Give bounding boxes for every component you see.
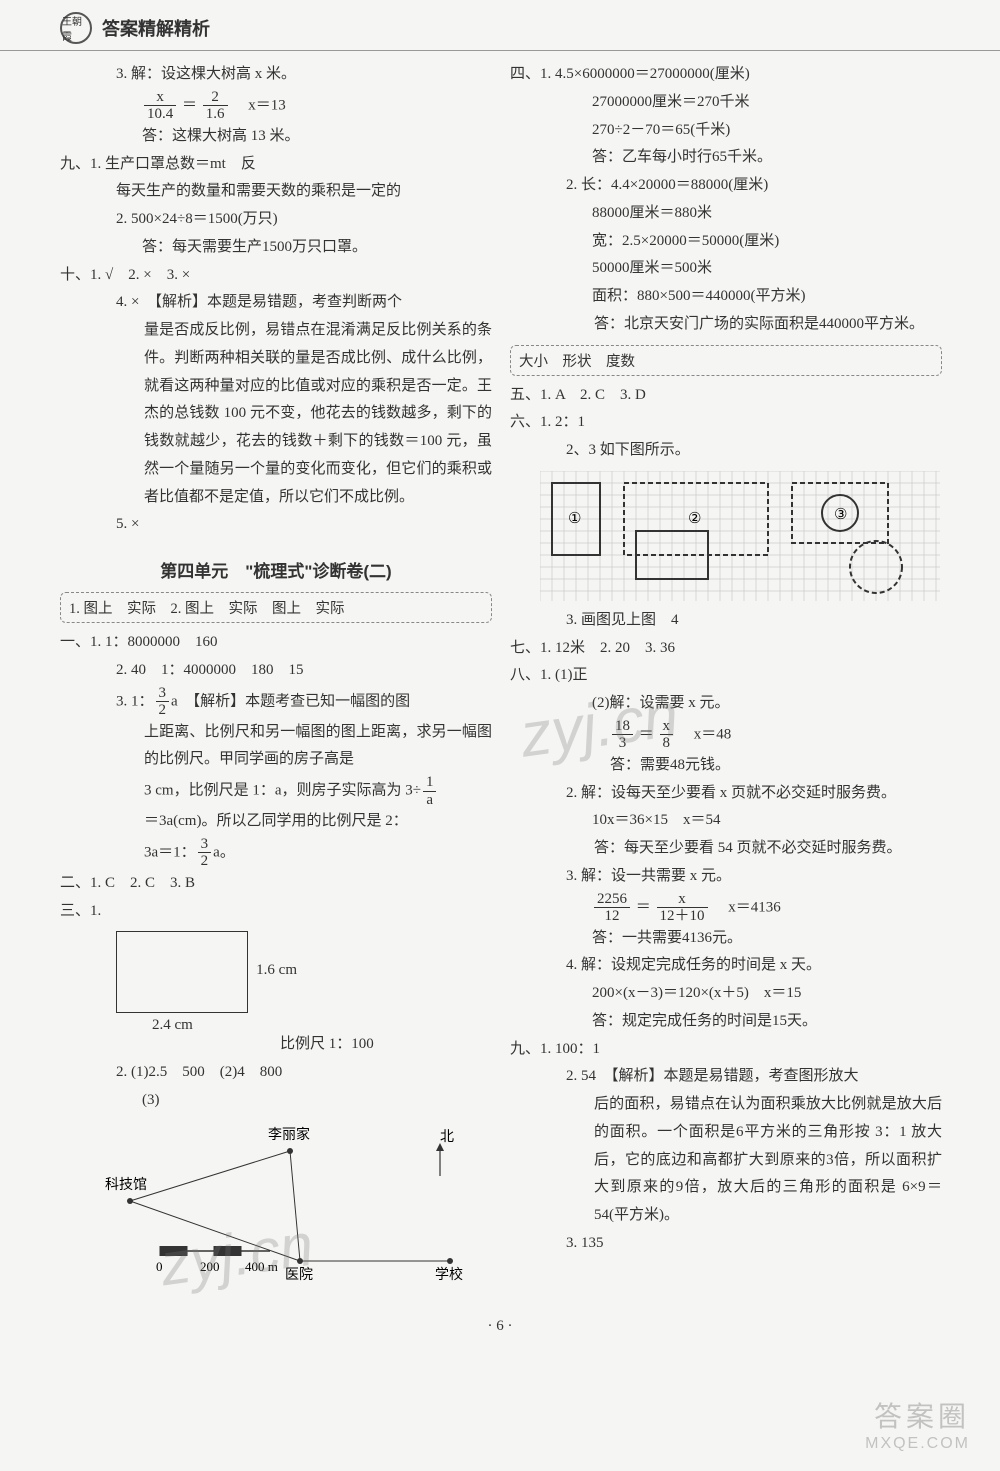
map-scale-200: 200 [200,1259,220,1274]
grid-figure: ① ② ③ [540,471,942,601]
q3-ans: 答：这棵大树高 13 米。 [60,123,492,151]
r-four-1-4: 答：乙车每小时行65千米。 [510,144,942,172]
one-3-body1: 上距离、比例尺和另一幅图的图上距离，求另一幅图的比例尺。甲同学画的房子高是 [60,719,492,775]
dashed-box-1: 1. 图上 实际 2. 图上 实际 图上 实际 [60,592,492,623]
r-eight-2a: 2. 解：设每天至少要看 x 页就不必交延时服务费。 [510,780,942,808]
r-eight-3ans: 答：一共需要4136元。 [510,925,942,953]
r-eight-eq3: 225612 ＝ x12＋10 x＝4136 [510,891,942,925]
r-eight-1ans: 答：需要48元钱。 [510,752,942,780]
nine-1: 九、1. 生产口罩总数＝mt 反 [60,151,492,179]
r-four-1-1: 四、1. 4.5×6000000＝27000000(厘米) [510,61,942,89]
q3-frac-r: 21.6 [203,89,228,123]
one-2: 2. 40 1：4000000 180 15 [60,657,492,685]
r-seven: 七、1. 12米 2. 20 3. 36 [510,635,942,663]
r-nine-1: 九、1. 100：1 [510,1036,942,1064]
one-3-body2: 3 cm，比例尺是 1：a，则房子实际高为 3÷1a [60,774,492,808]
one-3-body4: 3a＝1：32a。 [60,836,492,870]
rect-figure: 1.6 cm 2.4 cm [116,931,248,1013]
right-column: 四、1. 4.5×6000000＝27000000(厘米) 27000000厘米… [510,61,960,1302]
r-nine-2-lead: 2. 54 【解析】本题是易错题，考查图形放大 [510,1063,942,1091]
ten-5: 5. × [60,511,492,539]
box2-text: 大小 形状 度数 [519,354,635,370]
three-3: (3) [60,1087,492,1115]
ten-4-body: 量是否成反比例，易错点在混淆满足反比例关系的条件。判断两种相关联的量是否成比例、… [60,317,492,511]
one-3-body3: ＝3a(cm)。所以乙同学用的比例尺是 2： [60,808,492,836]
r-nine-3: 3. 135 [510,1230,942,1258]
page-header: 王朝霞 答案精解精析 [0,0,1000,51]
left-column: 3. 解：设这棵大树高 x 米。 x10.4 ＝ 21.6 x＝13 答：这棵大… [60,61,510,1302]
r-four-2-4: 50000厘米＝500米 [510,255,942,283]
eq3-l: 225612 [594,891,630,925]
rect-side-right: 1.6 cm [256,962,297,979]
rect-side-bottom: 2.4 cm [152,1017,193,1034]
map-label-kj: 科技馆 [105,1177,147,1193]
r-four-2-6: 答：北京天安门广场的实际面积是440000平方米。 [510,311,942,339]
section-title: 第四单元 "梳理式"诊断卷(二) [60,557,492,582]
r-four-1-2: 27000000厘米＝270千米 [510,89,942,117]
grid-label-a: ① [568,511,581,527]
r-six-3b: 3. 画图见上图 4 [510,607,942,635]
nine-2b: 答：每天需要生产1500万只口罩。 [60,234,492,262]
eq1-l: 183 [612,718,633,752]
logo-text: 王朝霞 [62,13,90,43]
nine-1b: 每天生产的数量和需要天数的乘积是一定的 [60,178,492,206]
ten-head: 十、1. √ 2. × 3. × [60,262,492,290]
eq1-r: x8 [660,718,674,752]
rect-scale: 比例尺 1：100 [60,1031,492,1059]
map-svg: 李丽家 北 科技馆 医院 学校 [100,1121,480,1291]
r-eight-3a: 3. 解：设一共需要 x 元。 [510,863,942,891]
eq3-r: x12＋10 [657,891,708,925]
q3-eq: x10.4 ＝ 21.6 x＝13 [60,89,492,123]
brand-en: MXQE.COM [865,1435,970,1453]
map-scale-400: 400 m [245,1259,278,1274]
r-four-2-1: 2. 长：4.4×20000＝88000(厘米) [510,172,942,200]
one-3-frac3: 32 [198,836,212,870]
r-six-23: 2、3 如下图所示。 [510,437,942,465]
map-figure: 李丽家 北 科技馆 医院 学校 [100,1121,492,1296]
two: 二、1. C 2. C 3. B [60,870,492,898]
one-3-lead: 3. 1：32a 【解析】本题考查已知一幅图的图 [60,685,492,719]
brand-cn: 答案圈 [865,1395,970,1435]
map-label-yy: 医院 [285,1267,313,1283]
r-eight-1a: 八、1. (1)正 [510,662,942,690]
dashed-box-2: 大小 形状 度数 [510,345,942,376]
grid-label-b: ② [688,511,701,527]
r-nine-2-body: 后的面积，易错点在认为面积乘放大比例就是放大后的面积。一个面积是6平方米的三角形… [510,1091,942,1230]
r-four-1-3: 270÷2－70＝65(千米) [510,117,942,145]
r-four-2-2: 88000厘米＝880米 [510,200,942,228]
map-label-north: 北 [440,1129,454,1145]
brand-watermark: 答案圈 MXQE.COM [865,1395,970,1453]
r-six-1: 六、1. 2：1 [510,409,942,437]
r-eight-1b: (2)解：设需要 x 元。 [510,690,942,718]
map-label-li: 李丽家 [268,1126,310,1143]
r-five: 五、1. A 2. C 3. D [510,382,942,410]
q3-sol: x＝13 [248,97,286,113]
page-number: · 6 · [0,1318,1000,1335]
r-four-2-5: 面积：880×500＝440000(平方米) [510,283,942,311]
r-eight-4ans: 答：规定完成任务的时间是15天。 [510,1008,942,1036]
three-head: 三、1. [60,898,492,926]
r-eight-2b: 10x＝36×15 x＝54 [510,807,942,835]
one-3-frac: 32 [156,685,170,719]
header-title: 答案精解精析 [102,15,210,41]
logo-badge: 王朝霞 [60,12,92,44]
r-four-2-3: 宽：2.5×20000＝50000(厘米) [510,228,942,256]
ten-4-lead: 4. × 【解析】本题是易错题，考查判断两个 [60,289,492,317]
one-3-frac2: 1a [423,774,437,808]
r-eight-eq1: 183 ＝ x8 x＝48 [510,718,942,752]
grid-svg: ① ② ③ [540,471,940,601]
q3-line1: 3. 解：设这棵大树高 x 米。 [60,61,492,89]
box1-text: 1. 图上 实际 2. 图上 实际 图上 实际 [69,601,345,617]
content-columns: 3. 解：设这棵大树高 x 米。 x10.4 ＝ 21.6 x＝13 答：这棵大… [0,51,1000,1312]
nine-2: 2. 500×24÷8＝1500(万只) [60,206,492,234]
r-eight-4a: 4. 解：设规定完成任务的时间是 x 天。 [510,952,942,980]
r-eight-2ans: 答：每天至少要看 54 页就不必交延时服务费。 [510,835,942,863]
one-1: 一、1. 1：8000000 160 [60,629,492,657]
map-scale-0: 0 [156,1259,163,1274]
three-2: 2. (1)2.5 500 (2)4 800 [60,1059,492,1087]
grid-label-c: ③ [834,507,847,523]
r-eight-4b: 200×(x－3)＝120×(x＋5) x＝15 [510,980,942,1008]
map-label-xx: 学校 [435,1266,463,1283]
q3-frac-l: x10.4 [144,89,176,123]
